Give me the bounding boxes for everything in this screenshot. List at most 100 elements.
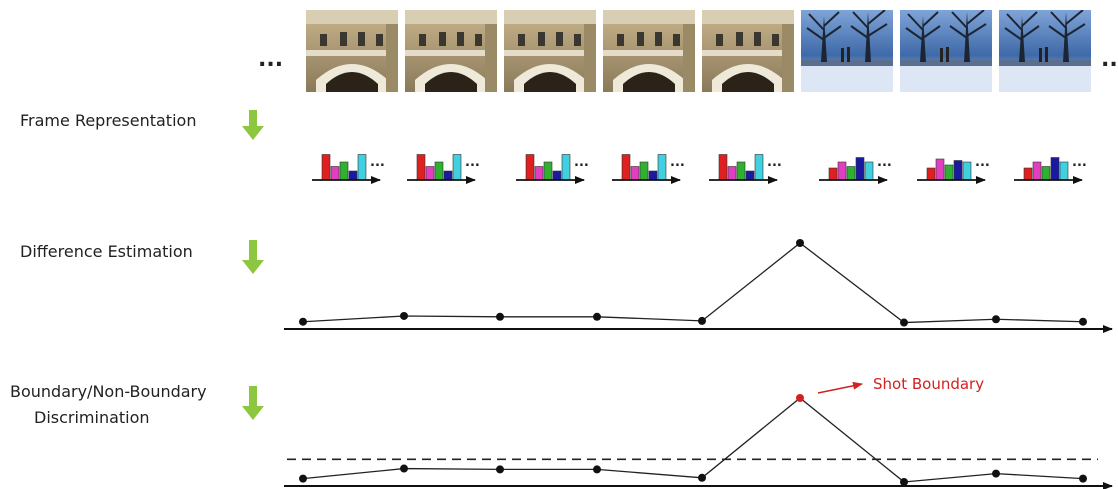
difference-point: [299, 317, 307, 326]
histogram-bar: [561, 154, 571, 181]
histogram-bar: [648, 170, 658, 181]
frame-thumbnail-building-arch: [504, 10, 596, 92]
frame-thumbnail-snowy-park: [801, 10, 893, 92]
histogram-icon: ...: [709, 154, 782, 184]
histogram-bar: [657, 154, 667, 181]
histogram-bar: [357, 154, 367, 181]
histogram-row: ........................: [312, 154, 1087, 184]
difference-point: [593, 312, 601, 321]
histogram-bar: [754, 154, 764, 181]
histogram-bar: [1041, 166, 1051, 181]
shot-boundary-arrow: [817, 381, 863, 394]
histogram-bar: [639, 161, 649, 181]
histogram-bar: [621, 154, 631, 181]
down-arrow-icon: [242, 240, 264, 274]
histogram-icon: ...: [819, 155, 892, 184]
histogram-bar: [846, 166, 856, 181]
histogram-bar: [935, 158, 945, 181]
stage-label-difference-estimation: Difference Estimation: [20, 242, 193, 261]
histogram-icon: ...: [917, 155, 990, 184]
boundary-point: [496, 465, 504, 474]
down-arrow-icon: [242, 386, 264, 420]
histogram-bar: [630, 166, 640, 181]
histogram-ellipsis: ...: [1072, 155, 1087, 170]
boundary-point: [299, 474, 307, 483]
histogram-bar: [944, 164, 954, 181]
frame-thumbnail-building-arch: [405, 10, 497, 92]
histogram-bar: [1059, 161, 1069, 181]
histogram-bar: [552, 170, 562, 181]
stage-label-boundary-discrimination: Boundary/Non-Boundary: [10, 382, 207, 401]
histogram-bar: [443, 170, 453, 181]
frame-sequence: [306, 10, 1091, 92]
histogram-bar: [727, 166, 737, 181]
histogram-bar: [962, 161, 972, 181]
difference-point: [698, 316, 706, 325]
frame-thumbnail-building-arch: [702, 10, 794, 92]
shot-boundary-point: [796, 394, 804, 402]
histogram-bar: [855, 157, 865, 181]
histogram-bar: [339, 161, 349, 181]
boundary-line: [302, 397, 1084, 483]
boundary-point: [992, 469, 1000, 478]
histogram-bar: [953, 160, 963, 181]
histogram-icon: ...: [407, 154, 480, 184]
histogram-ellipsis: ...: [465, 155, 480, 170]
frame-thumbnail-building-arch: [603, 10, 695, 92]
histogram-bar: [1023, 167, 1033, 181]
histogram-icon: ...: [312, 154, 385, 184]
boundary-plot: Shot Boundary: [284, 375, 1113, 489]
histogram-icon: ...: [612, 154, 685, 184]
histogram-bar: [828, 167, 838, 181]
boundary-point: [593, 465, 601, 474]
difference-point: [1079, 317, 1087, 326]
boundary-point: [900, 478, 908, 486]
histogram-bar: [1032, 161, 1042, 181]
histogram-bar: [425, 166, 435, 181]
histogram-ellipsis: ...: [670, 155, 685, 170]
difference-point: [496, 312, 504, 321]
histogram-bar: [1050, 157, 1060, 181]
histogram-bar: [525, 154, 535, 181]
histogram-bar: [416, 154, 426, 181]
histogram-icon: ...: [516, 154, 589, 184]
histogram-ellipsis: ...: [767, 155, 782, 170]
histogram-bar: [452, 154, 462, 181]
trailing-ellipsis: ...: [1101, 47, 1118, 72]
frame-thumbnail-snowy-park: [999, 10, 1091, 92]
shot-boundary-label: Shot Boundary: [873, 375, 984, 393]
histogram-bar: [864, 161, 874, 181]
histogram-bar: [837, 161, 847, 181]
histogram-ellipsis: ...: [877, 155, 892, 170]
leading-ellipsis: ...: [258, 47, 283, 72]
stage-label-boundary-discrimination-line2: Discrimination: [34, 408, 150, 427]
frame-thumbnail-snowy-park: [900, 10, 992, 92]
histogram-bar: [321, 154, 331, 181]
histogram-bar: [330, 166, 340, 181]
histogram-bar: [348, 170, 358, 181]
histogram-bar: [745, 170, 755, 181]
boundary-point: [400, 464, 408, 473]
difference-point: [796, 239, 804, 247]
histogram-bar: [543, 161, 553, 181]
histogram-bar: [736, 161, 746, 181]
difference-line: [302, 242, 1084, 324]
histogram-icon: ...: [1014, 155, 1087, 184]
histogram-ellipsis: ...: [574, 155, 589, 170]
difference-point: [900, 318, 908, 327]
boundary-point: [1079, 474, 1087, 483]
histogram-bar: [534, 166, 544, 181]
histogram-bar: [434, 161, 444, 181]
difference-point: [400, 311, 408, 320]
histogram-ellipsis: ...: [370, 155, 385, 170]
difference-point: [992, 315, 1000, 324]
histogram-ellipsis: ...: [975, 155, 990, 170]
boundary-point: [698, 473, 706, 482]
frame-thumbnail-building-arch: [306, 10, 398, 92]
stage-label-frame-representation: Frame Representation: [20, 111, 196, 130]
down-arrow-icon: [242, 110, 264, 140]
histogram-bar: [718, 154, 728, 181]
histogram-bar: [926, 167, 936, 181]
difference-plot: [284, 239, 1113, 333]
